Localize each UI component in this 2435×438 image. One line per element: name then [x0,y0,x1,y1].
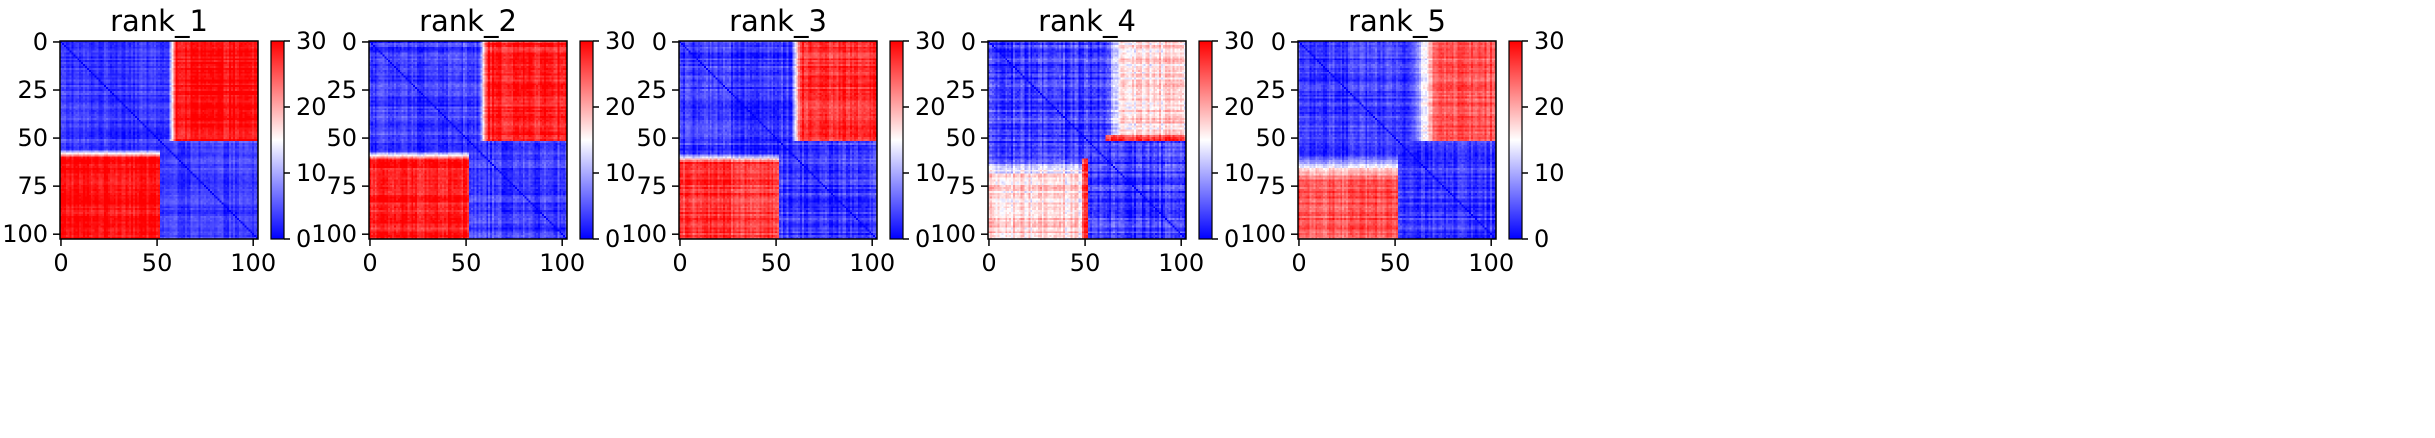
axes-frame [987,40,1187,240]
colorbar-tick-label: 30 [1224,27,1255,55]
colorbar-tick-label: 20 [915,93,946,121]
colorbar-tick-label: 20 [605,93,636,121]
y-tick-label: 75 [945,172,976,200]
heatmap-cells [60,41,258,239]
x-tick-label: 50 [761,249,792,277]
x-tick-label: 0 [1291,249,1306,277]
x-tick-label: 0 [672,249,687,277]
x-tick-label: 50 [1380,249,1411,277]
axes-frame [368,40,568,240]
x-tick-label: 0 [53,249,68,277]
y-tick-label: 75 [17,172,48,200]
panel-title: rank_4 [1038,4,1136,38]
y-tick-label: 25 [326,76,357,104]
colorbar-tick-label: 10 [605,159,636,187]
x-tick-label: 100 [849,249,895,277]
axes-frame [678,40,878,240]
y-tick-label: 50 [1255,124,1286,152]
colorbar-tick-label: 30 [1534,27,1565,55]
y-tick-label: 50 [326,124,357,152]
colorbar-tick-label: 10 [1534,159,1565,187]
y-tick-label: 0 [342,28,357,56]
colorbar-tick-label: 0 [605,225,620,253]
colorbar-tick-label: 20 [1534,93,1565,121]
colorbar-tick-label: 10 [296,159,327,187]
colorbar-tick-label: 0 [1534,225,1549,253]
x-tick-label: 50 [1070,249,1101,277]
heatmap-cells [988,41,1186,239]
colorbar [579,40,594,240]
y-tick-label: 100 [621,220,667,248]
panel-title: rank_3 [729,4,827,38]
y-tick-label: 0 [1271,28,1286,56]
y-tick-label: 0 [961,28,976,56]
colorbar-tick-label: 0 [915,225,930,253]
colorbar-tick-label: 0 [1224,225,1239,253]
heatmap-cells [369,41,567,239]
colorbar-tick-label: 30 [915,27,946,55]
heatmap-cells [679,41,877,239]
colorbar-tick-label: 10 [1224,159,1255,187]
y-tick-label: 25 [945,76,976,104]
colorbar [1508,40,1523,240]
axes-frame [59,40,259,240]
colorbar [270,40,285,240]
x-tick-label: 100 [230,249,276,277]
y-tick-label: 100 [311,220,357,248]
y-tick-label: 0 [33,28,48,56]
colorbar-tick-label: 30 [605,27,636,55]
y-tick-label: 0 [652,28,667,56]
colorbar-tick-label: 0 [296,225,311,253]
colorbar-tick-label: 30 [296,27,327,55]
y-tick-label: 25 [17,76,48,104]
x-tick-label: 100 [1158,249,1204,277]
colorbar [1198,40,1213,240]
panel-title: rank_2 [419,4,517,38]
axes-frame [1297,40,1497,240]
y-tick-label: 25 [636,76,667,104]
y-tick-label: 25 [1255,76,1286,104]
x-tick-label: 0 [362,249,377,277]
x-tick-label: 50 [451,249,482,277]
colorbar-tick-label: 20 [1224,93,1255,121]
colorbar [889,40,904,240]
y-tick-label: 75 [1255,172,1286,200]
colorbar-tick-label: 10 [915,159,946,187]
x-tick-label: 100 [539,249,585,277]
y-tick-label: 50 [636,124,667,152]
y-tick-label: 100 [1240,220,1286,248]
y-tick-label: 100 [2,220,48,248]
colorbar-tick-label: 20 [296,93,327,121]
y-tick-label: 75 [326,172,357,200]
x-tick-label: 0 [981,249,996,277]
panel-title: rank_1 [110,4,208,38]
y-tick-label: 100 [930,220,976,248]
y-tick-label: 50 [17,124,48,152]
y-tick-label: 75 [636,172,667,200]
x-tick-label: 100 [1468,249,1514,277]
y-tick-label: 50 [945,124,976,152]
panel-title: rank_5 [1348,4,1446,38]
x-tick-label: 50 [142,249,173,277]
heatmap-cells [1298,41,1496,239]
